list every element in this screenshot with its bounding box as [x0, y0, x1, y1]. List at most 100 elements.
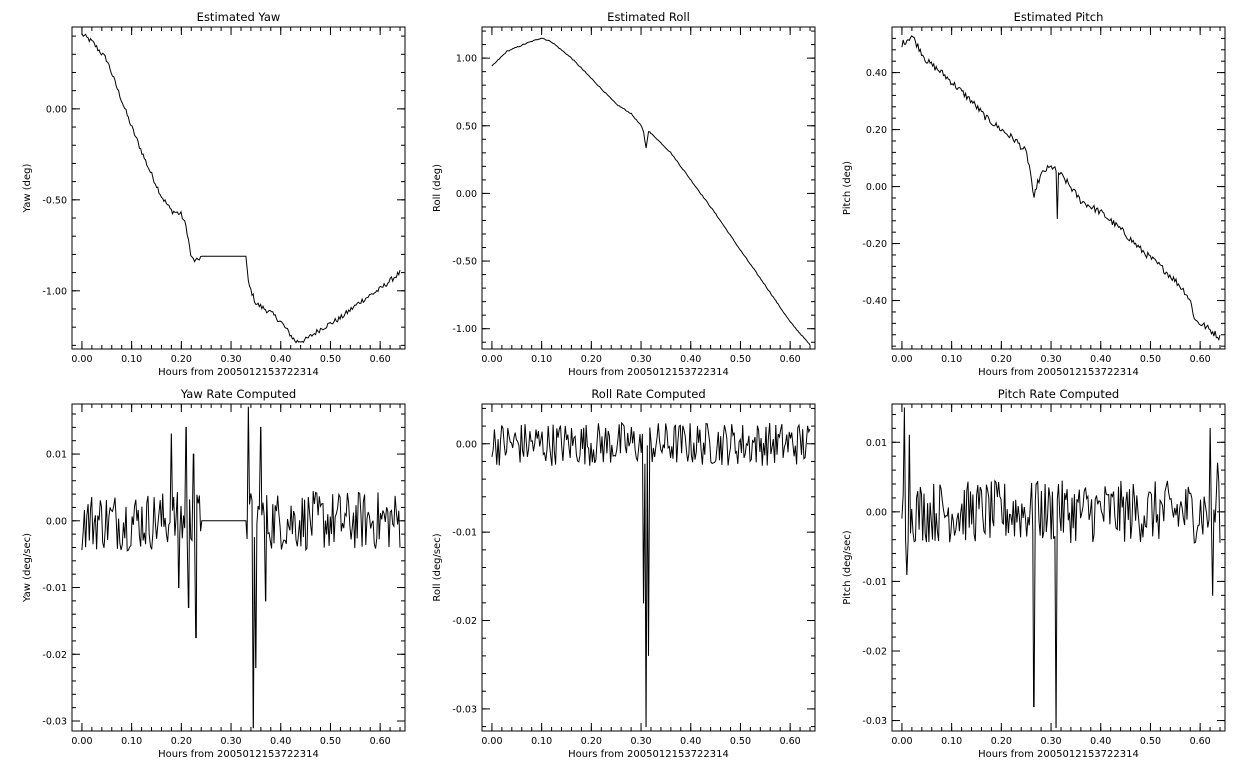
- x-tick-label: 0.20: [991, 354, 1012, 365]
- x-tick-label: 0.00: [71, 354, 92, 365]
- y-axis-label: Roll (deg/sec): [432, 533, 443, 601]
- x-tick-label: 0.40: [1090, 354, 1111, 365]
- y-axis-label: Pitch (deg): [842, 161, 853, 215]
- x-tick-label: 0.30: [220, 736, 241, 747]
- y-tick-label: -1.00: [42, 286, 67, 297]
- x-tick-label: 0.10: [121, 354, 142, 365]
- chart-panel-3: 0.00 0.10 0.20 0.30 0.40 0.50 0.60 0.40 0.20 0.00…: [842, 10, 1226, 378]
- data-series-line: [901, 407, 1221, 728]
- chart-title: Yaw Rate Computed: [180, 387, 296, 401]
- plot-frame: [891, 403, 1226, 732]
- x-tick-label: 0.50: [320, 736, 341, 747]
- x-tick-label: 0.10: [941, 354, 962, 365]
- x-tick-label: 0.00: [891, 736, 912, 747]
- y-tick-label: 0.20: [866, 125, 887, 136]
- y-axis-label: Roll (deg): [432, 164, 443, 212]
- x-tick-label: 0.50: [1140, 354, 1161, 365]
- y-tick-label: -0.02: [862, 646, 887, 657]
- x-tick-label: 0.60: [780, 354, 801, 365]
- data-series-line: [81, 406, 401, 729]
- y-tick-label: -0.02: [42, 650, 67, 661]
- y-tick-label: -0.03: [452, 704, 477, 715]
- x-tick-label: 0.50: [730, 736, 751, 747]
- chart-panel-4: 0.00 0.10 0.20 0.30 0.40 0.50 0.60 0.01 0.00 -0.0…: [22, 387, 406, 760]
- x-tick-label: 0.20: [171, 354, 192, 365]
- x-axis-label: Hours from 2005012153722314: [568, 367, 729, 378]
- plot-frame: [71, 26, 406, 350]
- chart-panel-2: 0.00 0.10 0.20 0.30 0.40 0.50 0.60 1.00 0.50 0.00…: [432, 10, 816, 378]
- x-tick-label: 0.20: [581, 736, 602, 747]
- chart-title: Pitch Rate Computed: [998, 387, 1119, 401]
- y-tick-label: 0.00: [456, 189, 477, 200]
- chart-title: Roll Rate Computed: [591, 387, 705, 401]
- y-axis-label: Yaw (deg/sec): [22, 533, 33, 603]
- y-tick-label: -0.01: [452, 528, 477, 539]
- y-tick-label: 0.50: [456, 121, 477, 132]
- chart-title: Estimated Roll: [607, 10, 690, 24]
- x-tick-label: 0.30: [630, 736, 651, 747]
- x-tick-label: 0.30: [1040, 736, 1061, 747]
- x-tick-label: 0.00: [891, 354, 912, 365]
- x-tick-label: 0.10: [121, 736, 142, 747]
- chart-panel-6: 0.00 0.10 0.20 0.30 0.40 0.50 0.60 0.01 0.00 -0.0…: [842, 387, 1226, 760]
- data-series-line: [81, 33, 401, 344]
- chart-title: Estimated Yaw: [197, 10, 281, 24]
- y-tick-label: 0.00: [46, 516, 67, 527]
- x-tick-label: 0.30: [630, 354, 651, 365]
- chart-panel-5: 0.00 0.10 0.20 0.30 0.40 0.50 0.60 0.00 -0.01 -0.…: [432, 387, 816, 760]
- y-tick-label: -0.03: [42, 716, 67, 727]
- chart-title: Estimated Pitch: [1014, 10, 1104, 24]
- x-tick-label: 0.10: [531, 736, 552, 747]
- y-tick-label: -0.50: [42, 195, 67, 206]
- y-tick-label: 0.00: [456, 439, 477, 450]
- y-tick-label: 0.01: [866, 438, 887, 449]
- chart-panel-1: 0.00 0.10 0.20 0.30 0.40 0.50 0.60 0.00 -0.50 -1.…: [22, 10, 406, 378]
- x-axis-label: Hours from 2005012153722314: [568, 749, 729, 760]
- x-tick-label: 0.40: [680, 354, 701, 365]
- x-tick-label: 0.10: [941, 736, 962, 747]
- plot-frame: [71, 403, 406, 732]
- y-tick-label: 0.40: [866, 68, 887, 79]
- plot-frame: [481, 26, 816, 350]
- x-tick-label: 0.40: [1090, 736, 1111, 747]
- y-tick-label: -0.01: [42, 583, 67, 594]
- x-tick-label: 0.60: [1190, 354, 1211, 365]
- x-tick-label: 0.60: [780, 736, 801, 747]
- x-axis-label: Hours from 2005012153722314: [978, 367, 1139, 378]
- y-tick-label: 0.00: [866, 182, 887, 193]
- x-tick-label: 0.50: [320, 354, 341, 365]
- x-tick-label: 0.40: [270, 736, 291, 747]
- x-axis-label: Hours from 2005012153722314: [158, 367, 319, 378]
- y-tick-label: -0.40: [862, 296, 887, 307]
- y-axis-label: Pitch (deg/sec): [842, 530, 853, 605]
- x-tick-label: 0.00: [71, 736, 92, 747]
- x-tick-label: 0.20: [171, 736, 192, 747]
- y-tick-label: -1.00: [452, 324, 477, 335]
- x-tick-label: 0.60: [370, 354, 391, 365]
- x-tick-label: 0.40: [270, 354, 291, 365]
- x-tick-label: 0.20: [581, 354, 602, 365]
- y-tick-label: -0.20: [862, 239, 887, 250]
- data-series-line: [901, 35, 1221, 342]
- x-tick-label: 0.30: [220, 354, 241, 365]
- x-tick-label: 0.50: [1140, 736, 1161, 747]
- plot-frame: [891, 26, 1226, 350]
- data-series-line: [491, 421, 811, 728]
- x-tick-label: 0.60: [1190, 736, 1211, 747]
- y-tick-label: -0.03: [862, 716, 887, 727]
- y-tick-label: 1.00: [456, 54, 477, 65]
- y-tick-label: -0.02: [452, 616, 477, 627]
- y-axis-label: Yaw (deg): [22, 163, 33, 213]
- x-tick-label: 0.00: [481, 354, 502, 365]
- x-axis-label: Hours from 2005012153722314: [158, 749, 319, 760]
- data-series-line: [491, 37, 811, 346]
- y-tick-label: -0.01: [862, 577, 887, 588]
- y-tick-label: 0.00: [866, 507, 887, 518]
- x-tick-label: 0.50: [730, 354, 751, 365]
- x-tick-label: 0.40: [680, 736, 701, 747]
- y-tick-label: -0.50: [452, 257, 477, 268]
- x-tick-label: 0.30: [1040, 354, 1061, 365]
- x-tick-label: 0.00: [481, 736, 502, 747]
- x-tick-label: 0.60: [370, 736, 391, 747]
